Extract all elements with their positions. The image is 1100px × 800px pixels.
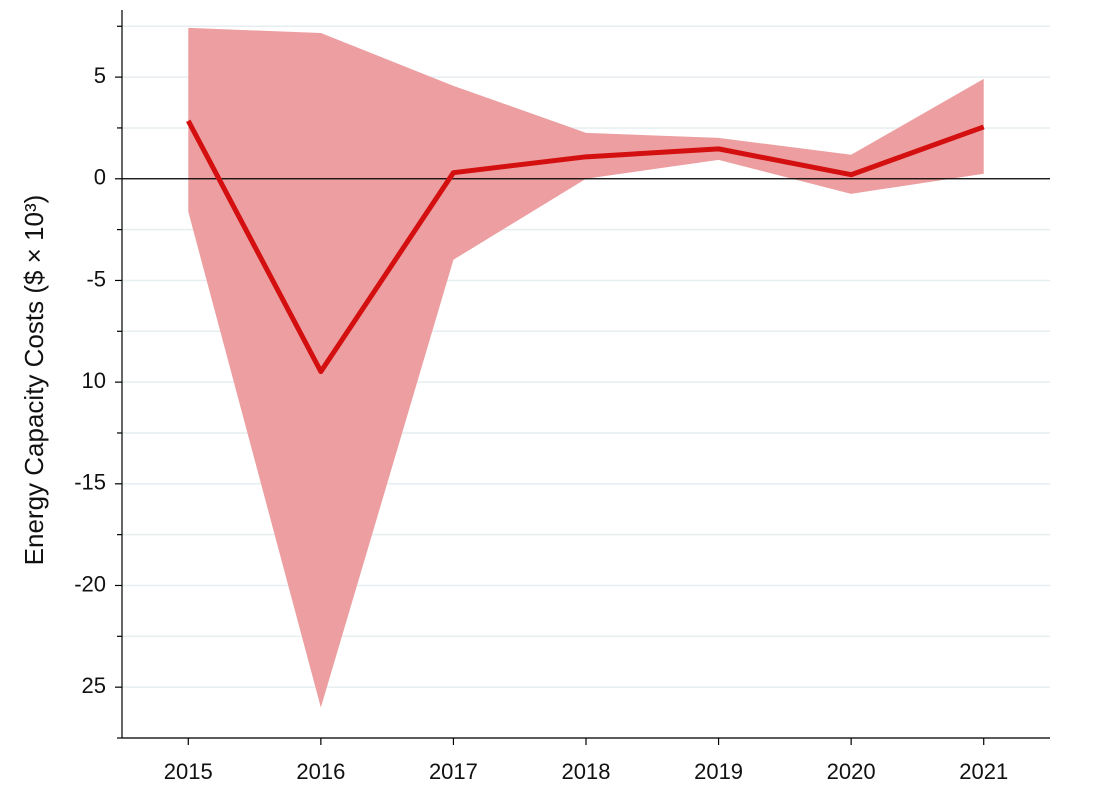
x-tick-label: 2020 <box>827 759 876 784</box>
y-tick-label: 0 <box>94 165 106 190</box>
y-tick-label: 10 <box>82 368 106 393</box>
y-tick-label: -15 <box>74 470 106 495</box>
confidence-band <box>188 27 984 708</box>
y-tick-label: -20 <box>74 571 106 596</box>
y-tick-label: -5 <box>86 266 106 291</box>
x-tick-label: 2018 <box>562 759 611 784</box>
x-tick-label: 2016 <box>296 759 345 784</box>
x-tick-label: 2017 <box>429 759 478 784</box>
y-axis-label: Energy Capacity Costs ($ × 10³) <box>19 195 49 566</box>
x-tick-label: 2015 <box>164 759 213 784</box>
line <box>186 119 985 375</box>
y-tick-label: 5 <box>94 63 106 88</box>
x-tick-label: 2019 <box>694 759 743 784</box>
y-tick-label: 25 <box>82 673 106 698</box>
x-tick-label: 2021 <box>959 759 1008 784</box>
